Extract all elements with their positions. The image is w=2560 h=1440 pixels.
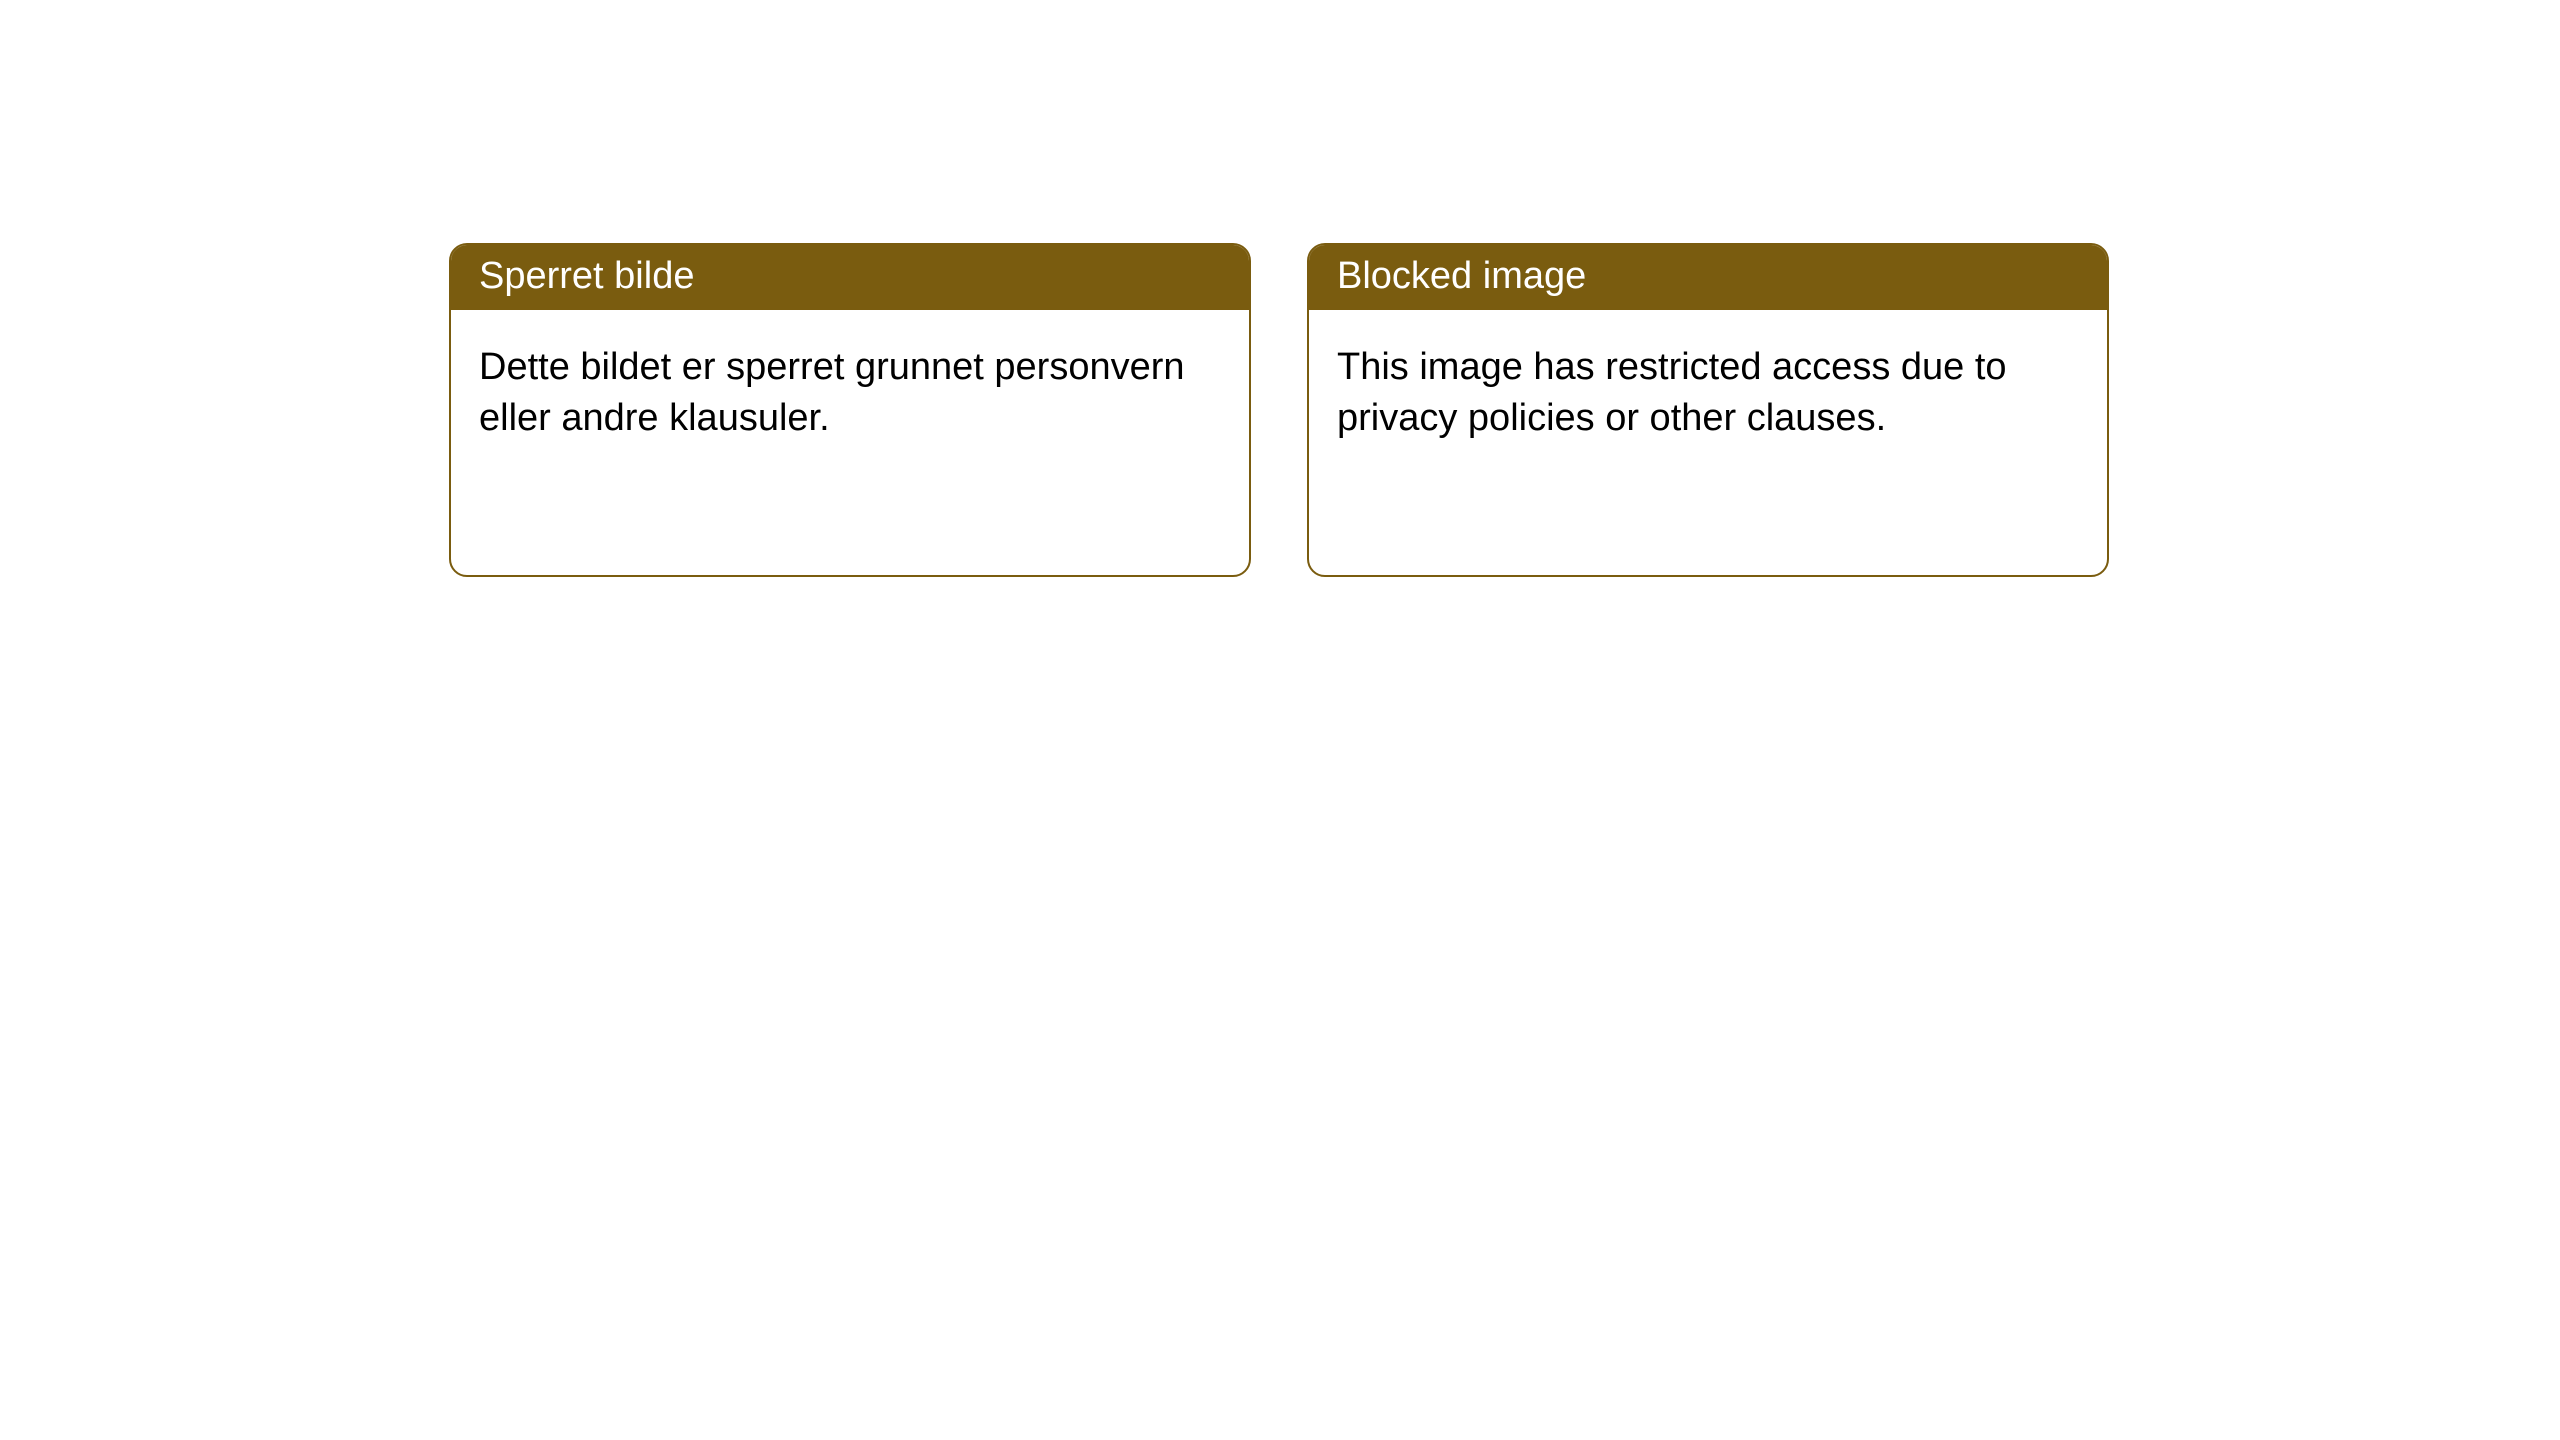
notice-body-en: This image has restricted access due to …: [1309, 310, 2107, 477]
notice-header-en: Blocked image: [1309, 245, 2107, 310]
notice-card-no: Sperret bilde Dette bildet er sperret gr…: [449, 243, 1251, 577]
notice-card-en: Blocked image This image has restricted …: [1307, 243, 2109, 577]
notice-header-no: Sperret bilde: [451, 245, 1249, 310]
notice-container: Sperret bilde Dette bildet er sperret gr…: [0, 0, 2560, 577]
notice-body-no: Dette bildet er sperret grunnet personve…: [451, 310, 1249, 477]
